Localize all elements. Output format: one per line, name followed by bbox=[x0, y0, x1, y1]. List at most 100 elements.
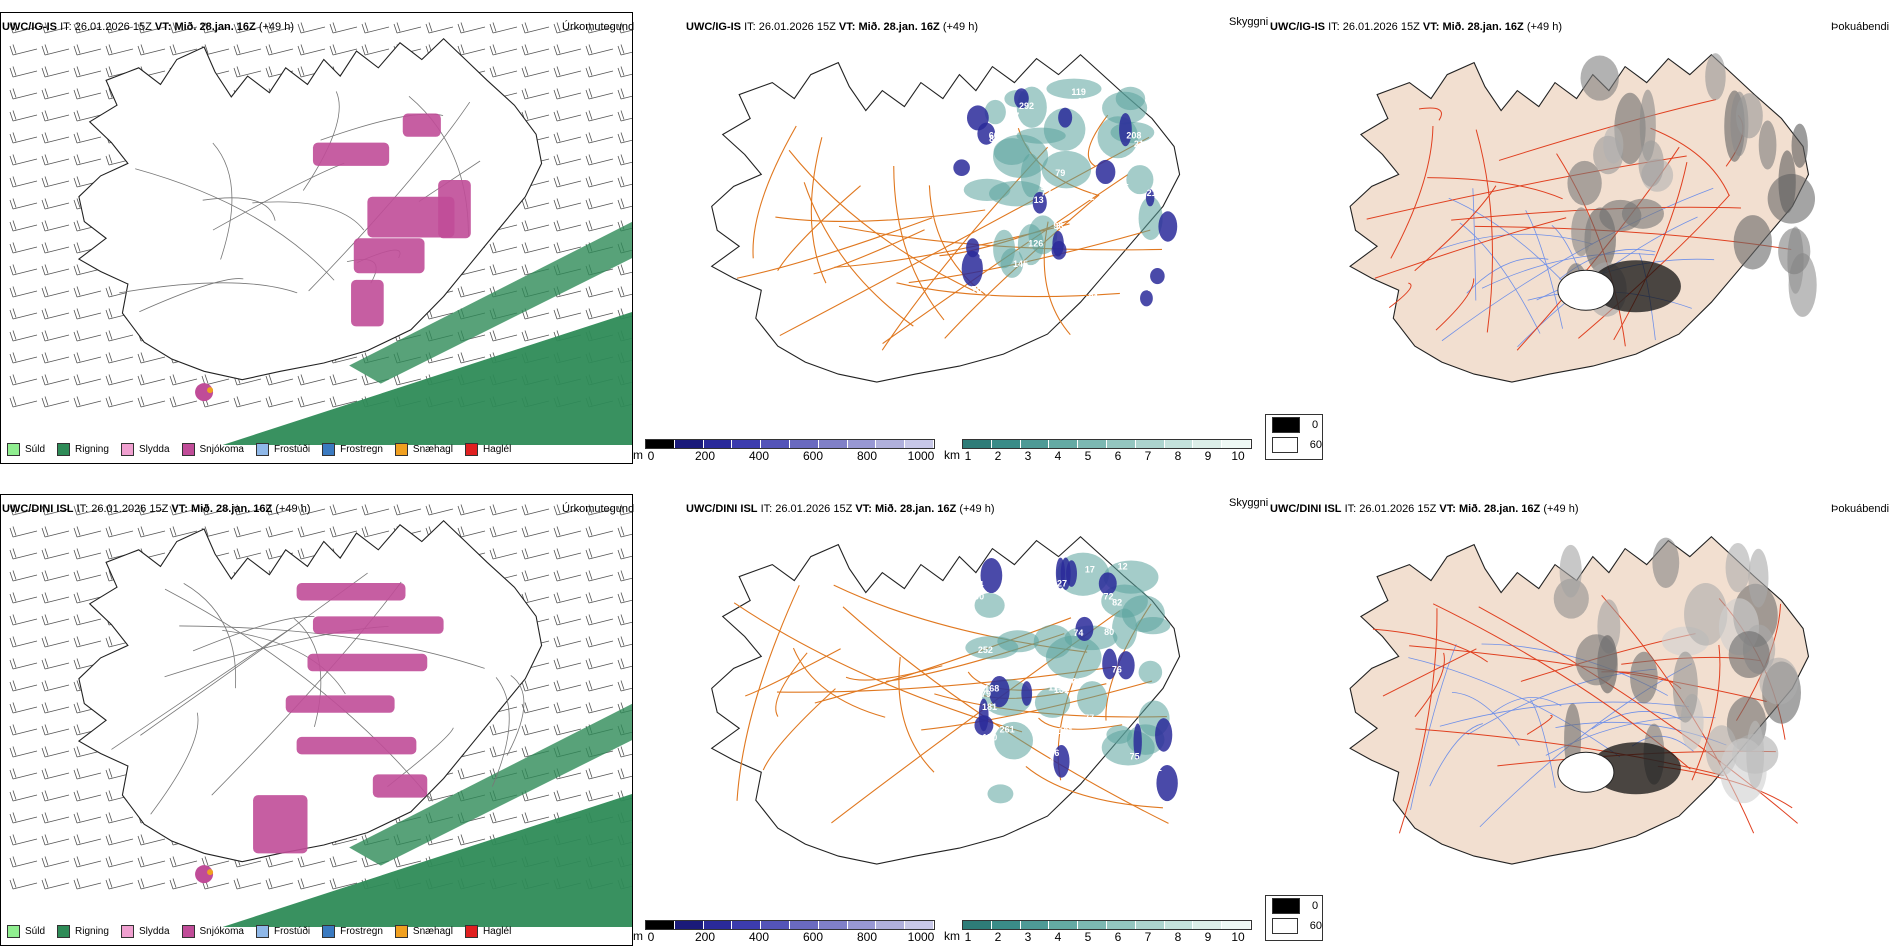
cbar-ticks: 1 2 3 4 5 6 7 8 9 10 bbox=[962, 448, 1252, 463]
legend-item-frostudi: Frostúði bbox=[255, 443, 310, 456]
cbar-cell bbox=[818, 440, 848, 448]
wind-barb bbox=[265, 878, 294, 890]
title-precip-row1: Úrkomutegund bbox=[562, 21, 635, 33]
river bbox=[1525, 210, 1563, 329]
wind-barb bbox=[489, 526, 518, 538]
wind-barb bbox=[457, 526, 486, 538]
wind-barb bbox=[41, 768, 70, 780]
cbar-tick-label: 3 bbox=[1024, 449, 1032, 463]
wind-barb bbox=[137, 374, 166, 386]
river bbox=[1481, 253, 1655, 289]
low-visibility-area bbox=[1000, 248, 1024, 278]
cbar-cell bbox=[732, 440, 762, 448]
wind-barb bbox=[41, 614, 70, 626]
low-visibility-area bbox=[1138, 660, 1163, 684]
wind-barb bbox=[73, 352, 102, 364]
wind-barb bbox=[553, 22, 582, 34]
cbar-cell bbox=[1020, 921, 1050, 929]
fog-swatch bbox=[1272, 898, 1300, 914]
wind-barb bbox=[41, 22, 70, 34]
cloud-base-label: 363 bbox=[1070, 745, 1085, 755]
road bbox=[1038, 717, 1123, 730]
road bbox=[1613, 162, 1688, 341]
wind-barb bbox=[105, 856, 134, 868]
wind-barb bbox=[489, 812, 518, 824]
road bbox=[1087, 114, 1109, 167]
fog-index-area bbox=[1705, 53, 1726, 101]
legend-item-slydda: Slydda bbox=[120, 443, 170, 456]
wind-barb bbox=[105, 878, 134, 890]
swatch bbox=[57, 443, 71, 456]
cloud-base-label: 145 bbox=[1013, 259, 1028, 269]
wind-barb bbox=[73, 570, 102, 582]
legend-item-snaehagl: Snæhagl bbox=[394, 925, 453, 938]
wind-barb bbox=[617, 768, 632, 780]
wind-barb bbox=[553, 198, 582, 210]
wind-barb bbox=[329, 504, 358, 516]
road bbox=[211, 581, 402, 796]
fog-panel-row2 bbox=[1273, 512, 1900, 946]
wind-barb bbox=[617, 22, 632, 34]
wind-barb bbox=[617, 132, 632, 144]
wind-barb bbox=[9, 504, 38, 516]
cloud-base-label: 80 bbox=[1104, 627, 1114, 637]
wind-barb bbox=[553, 526, 582, 538]
wind-barb bbox=[9, 242, 38, 254]
wind-barb bbox=[73, 592, 102, 604]
road bbox=[179, 625, 485, 669]
wind-barb bbox=[617, 614, 632, 626]
wind-barb bbox=[41, 264, 70, 276]
wind-barb bbox=[297, 44, 326, 56]
wind-barb bbox=[137, 396, 166, 408]
wind-barb bbox=[265, 374, 294, 386]
low-cloud-base-area bbox=[1150, 268, 1165, 285]
wind-barb bbox=[489, 504, 518, 516]
road bbox=[164, 588, 433, 802]
legend-item-sudl: Súld bbox=[7, 925, 45, 938]
wind-barb bbox=[9, 396, 38, 408]
wind-barb bbox=[521, 592, 550, 604]
wind-barb bbox=[425, 504, 454, 516]
swatch bbox=[181, 925, 195, 938]
precip-map-row1 bbox=[9, 22, 632, 445]
wind-barb bbox=[617, 548, 632, 560]
road bbox=[1578, 194, 1731, 339]
wind-barb bbox=[521, 504, 550, 516]
road bbox=[212, 142, 233, 260]
low-cloud-base-area bbox=[1158, 211, 1178, 242]
wind-barb bbox=[521, 812, 550, 824]
cloud-base-label: 39 bbox=[978, 753, 988, 763]
cbar-cell bbox=[1020, 440, 1050, 448]
wind-barb bbox=[521, 66, 550, 78]
road bbox=[111, 627, 292, 750]
fog-index-area bbox=[1590, 742, 1681, 795]
wind-barb bbox=[41, 878, 70, 890]
wind-barb bbox=[73, 856, 102, 868]
wind-barb bbox=[617, 154, 632, 166]
cloud-base-label: 74 bbox=[1073, 628, 1083, 638]
wind-barb bbox=[201, 504, 230, 516]
cbar-tick-label: 1000 bbox=[907, 449, 935, 463]
wind-barb bbox=[9, 198, 38, 210]
fog-index-area bbox=[1567, 160, 1602, 206]
fog-legend-row: 60 bbox=[1266, 435, 1322, 455]
road bbox=[139, 278, 244, 313]
wind-barb bbox=[457, 22, 486, 34]
legend-item-snjokoma: Snjókoma bbox=[181, 925, 244, 938]
wind-barb bbox=[585, 570, 614, 582]
cbar-tick-label: 400 bbox=[748, 930, 770, 944]
wind-barb bbox=[361, 526, 390, 538]
legend-item-rigning: Rigning bbox=[57, 443, 109, 456]
cloud-base-label: 98 bbox=[1053, 221, 1063, 231]
swatch bbox=[120, 443, 134, 456]
wind-barb bbox=[617, 176, 632, 188]
wind-barb bbox=[553, 724, 582, 736]
wind-barb bbox=[585, 110, 614, 122]
wind-barb bbox=[521, 702, 550, 714]
wind-barb bbox=[393, 504, 422, 516]
cloud-base-label: 91 bbox=[1084, 192, 1094, 202]
low-cloud-base-area bbox=[966, 105, 989, 131]
wind-barb bbox=[105, 396, 134, 408]
wind-barb bbox=[41, 396, 70, 408]
cloud-base-label: 84 bbox=[979, 251, 989, 261]
